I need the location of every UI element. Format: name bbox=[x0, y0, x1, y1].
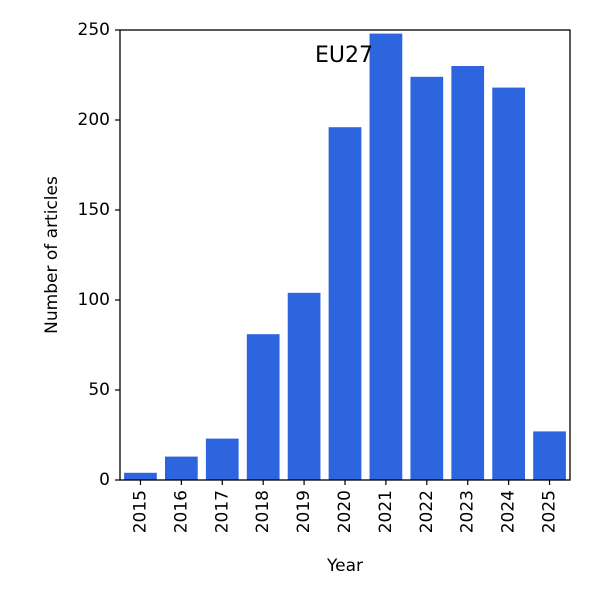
bars-group bbox=[124, 33, 566, 481]
x-tick-label-2018: 2018 bbox=[253, 490, 273, 533]
x-tick-label-2019: 2019 bbox=[294, 490, 314, 533]
bar-2020 bbox=[328, 127, 362, 480]
x-tick-label-2025: 2025 bbox=[540, 490, 560, 533]
x-axis-ticks: 2015 2016 2017 2018 2019 2020 2021 2022 2023 2024… bbox=[130, 480, 560, 533]
bar-2024 bbox=[492, 87, 525, 480]
x-tick-label-2023: 2023 bbox=[458, 490, 478, 533]
y-axis-label: Number of articles bbox=[42, 176, 62, 334]
y-tick-label-100: 100 bbox=[78, 290, 110, 310]
x-tick-label-2024: 2024 bbox=[499, 490, 519, 533]
bar-2023 bbox=[451, 66, 485, 480]
y-tick-label-50: 50 bbox=[88, 380, 110, 400]
x-axis-label: Year bbox=[326, 556, 363, 576]
y-tick-label-0: 0 bbox=[99, 470, 110, 490]
x-tick-label-2015: 2015 bbox=[130, 490, 150, 533]
x-tick-label-2017: 2017 bbox=[212, 490, 232, 533]
bar-2018 bbox=[246, 334, 280, 480]
x-tick-label-2016: 2016 bbox=[171, 490, 191, 533]
bar-2016 bbox=[165, 456, 198, 480]
x-tick-label-2020: 2020 bbox=[335, 490, 355, 533]
bar-2021 bbox=[369, 33, 403, 480]
y-axis-ticks: 0 50 100 150 200 250 bbox=[78, 20, 120, 490]
x-tick-label-2021: 2021 bbox=[376, 490, 396, 533]
y-tick-label-250: 250 bbox=[78, 20, 110, 40]
bar-2017 bbox=[205, 438, 239, 480]
bar-2019 bbox=[287, 292, 321, 480]
bar-2022 bbox=[410, 76, 444, 481]
x-tick-label-2022: 2022 bbox=[417, 490, 437, 533]
chart-title: EU27 bbox=[315, 43, 373, 68]
bar-2025 bbox=[533, 431, 566, 480]
plot-frame bbox=[119, 29, 571, 481]
bar-2015 bbox=[124, 472, 157, 480]
y-tick-label-200: 200 bbox=[78, 110, 110, 130]
y-tick-label-150: 150 bbox=[78, 200, 110, 220]
